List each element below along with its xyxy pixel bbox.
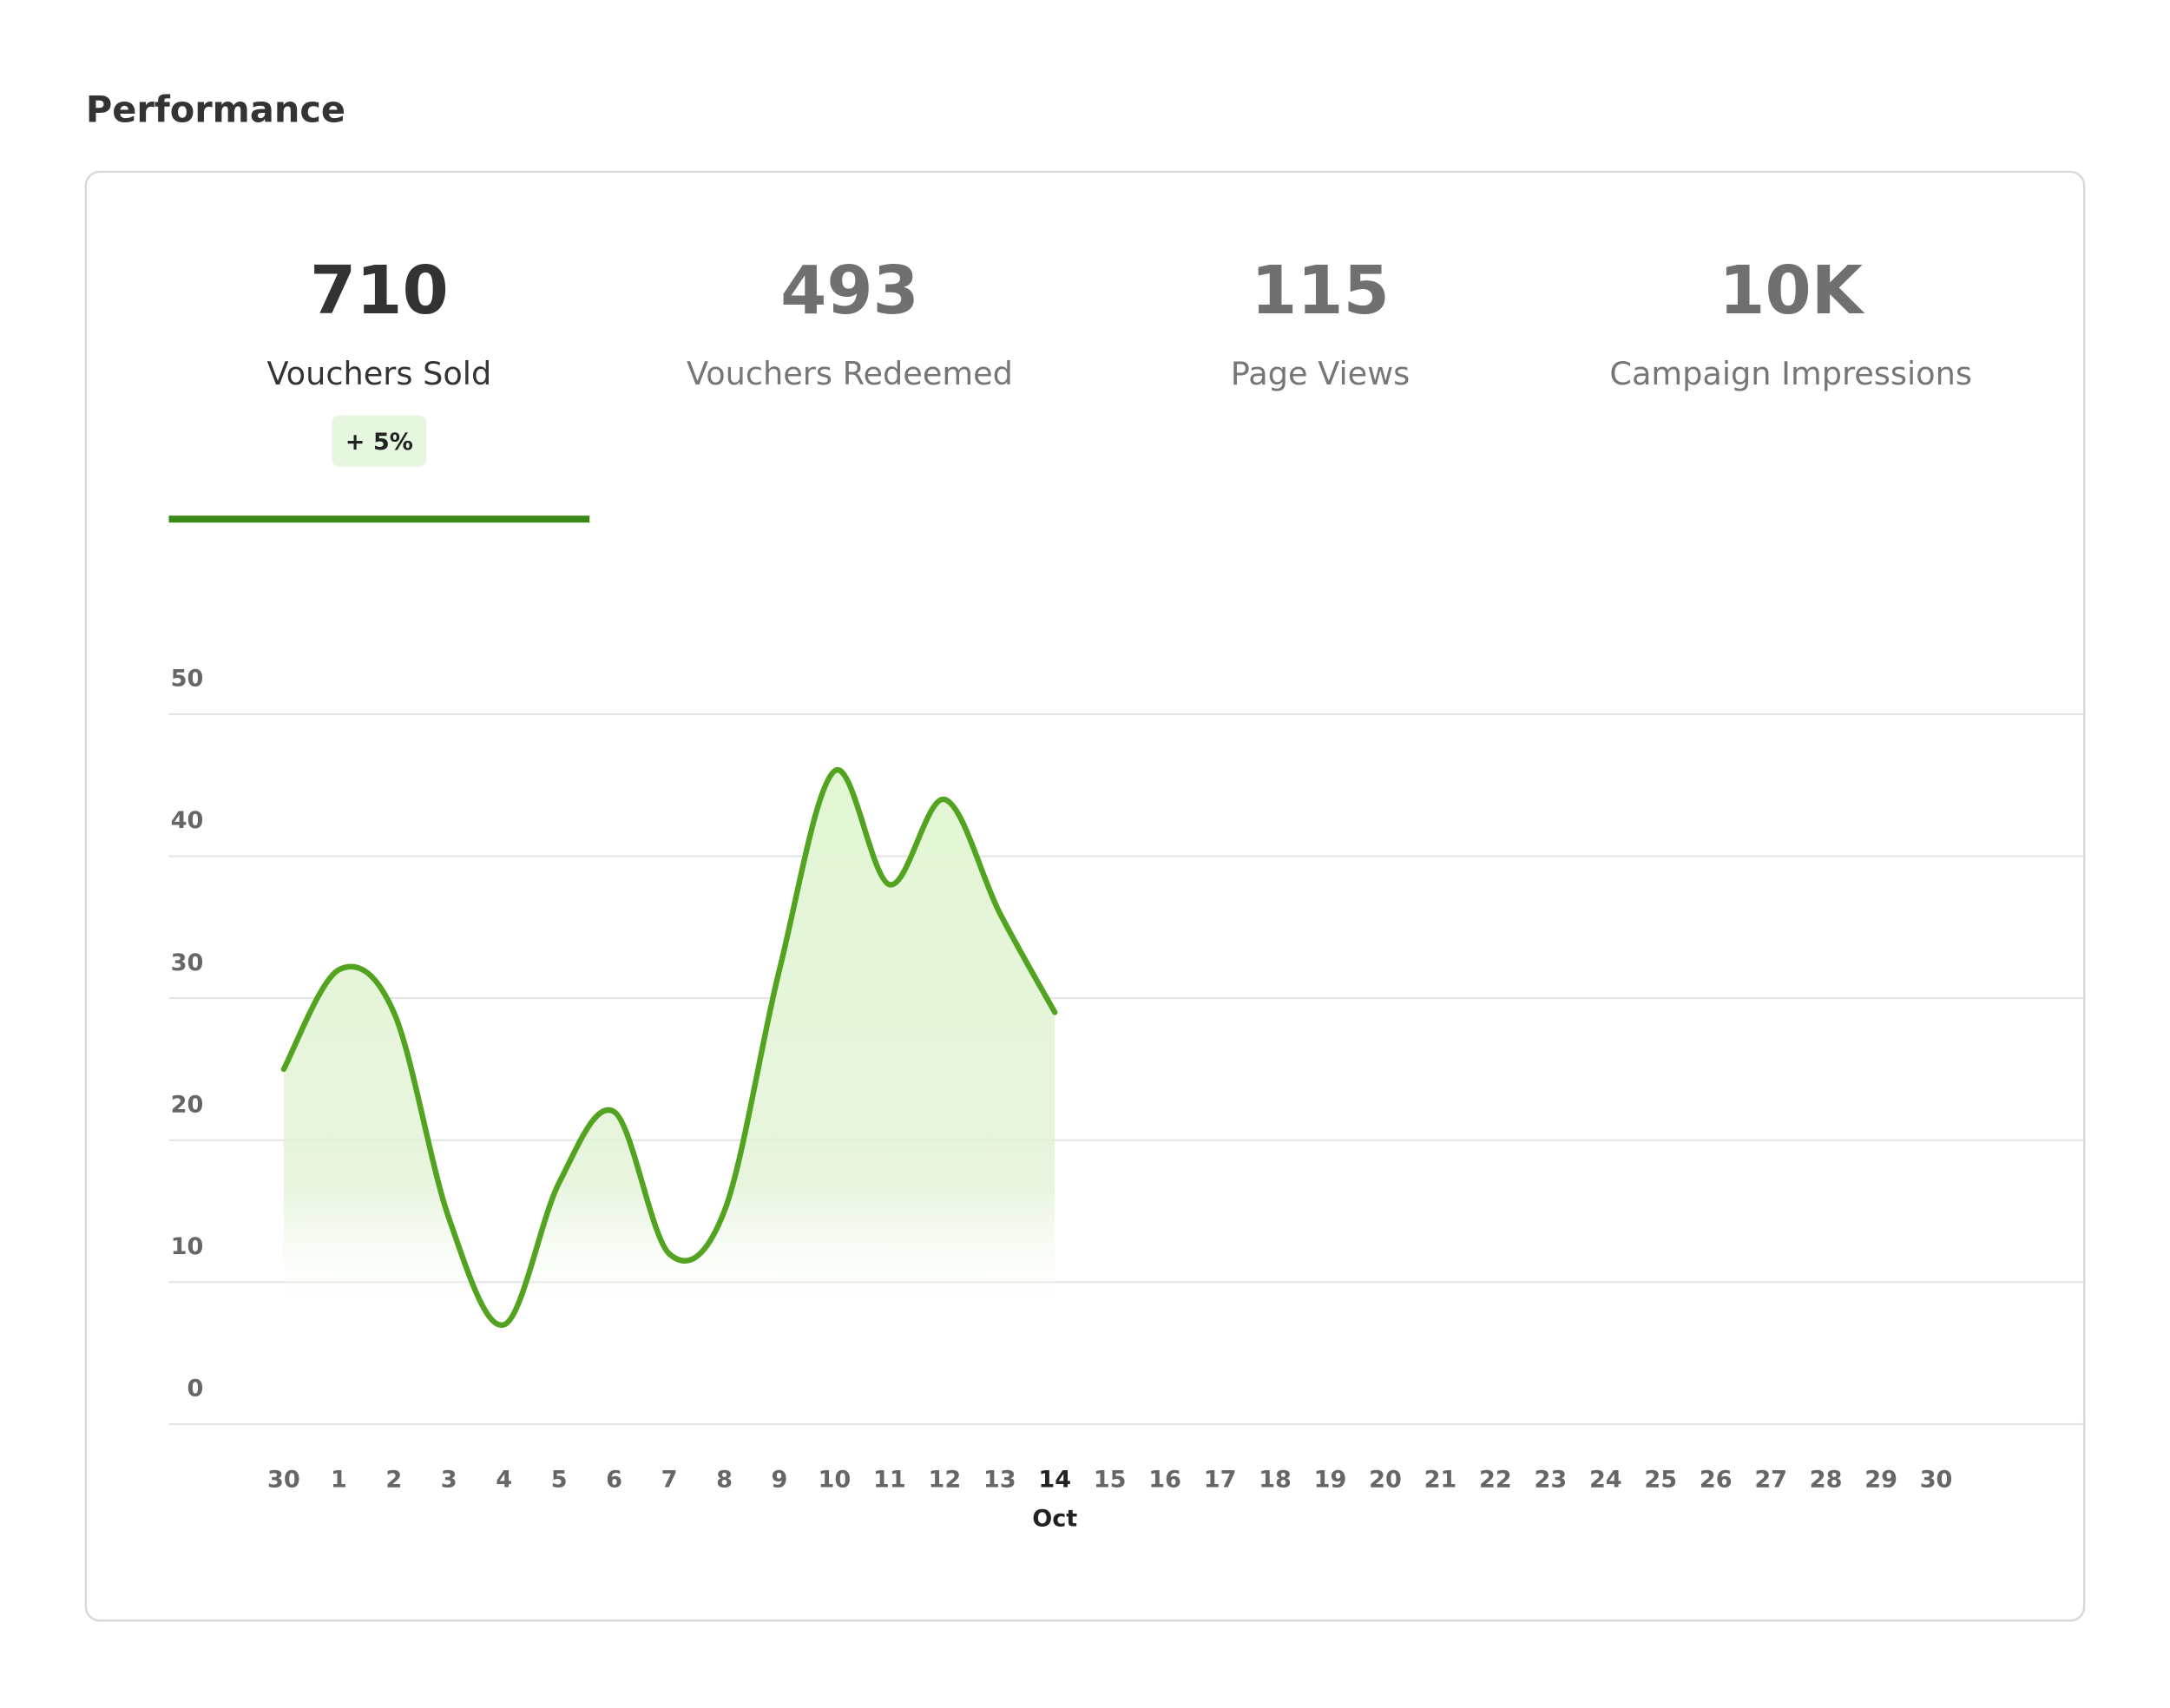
x-tick-label: 20	[1369, 1467, 1402, 1494]
x-tick-label: 8	[716, 1467, 733, 1494]
y-tick-label: 50	[171, 666, 204, 693]
x-tick-label: 16	[1148, 1467, 1181, 1494]
x-tick-label: 18	[1259, 1467, 1292, 1494]
x-tick-label: 12	[928, 1467, 961, 1494]
x-tick-label: 14	[1038, 1467, 1071, 1494]
x-tick-label: 7	[661, 1467, 678, 1494]
x-tick-label: 9	[772, 1467, 788, 1494]
x-tick-label: 11	[873, 1467, 906, 1494]
x-tick-label: 21	[1424, 1467, 1457, 1494]
stat-label[interactable]: Page Views	[1231, 355, 1410, 392]
stat-value: 493	[780, 253, 919, 330]
x-tick-label: 23	[1534, 1467, 1567, 1494]
stat-value: 115	[1251, 253, 1390, 330]
y-tick-label: 30	[171, 949, 204, 976]
change-text: + 5%	[345, 429, 413, 456]
x-tick-label: 3	[441, 1467, 457, 1494]
x-tick-label: 15	[1094, 1467, 1127, 1494]
y-tick-label: 10	[171, 1233, 204, 1260]
x-tick-label: 28	[1810, 1467, 1843, 1494]
x-tick-label: 24	[1589, 1467, 1622, 1494]
y-tick-label: 40	[171, 807, 204, 834]
x-tick-label: 17	[1204, 1467, 1237, 1494]
x-tick-label: 30	[1920, 1467, 1953, 1494]
section-title: Performance	[86, 89, 345, 130]
x-tick-label: 22	[1479, 1467, 1512, 1494]
stat-label[interactable]: Vouchers Redeemed	[687, 355, 1013, 392]
y-tick-label: 0	[187, 1376, 204, 1403]
x-tick-label: 19	[1314, 1467, 1347, 1494]
x-tick-label: 1	[331, 1467, 347, 1494]
x-tick-label: 5	[551, 1467, 568, 1494]
stat-label[interactable]: Vouchers Sold	[266, 355, 491, 392]
y-tick-label: 20	[171, 1091, 204, 1118]
x-tick-label: 30	[267, 1467, 300, 1494]
x-tick-label: 27	[1754, 1467, 1787, 1494]
x-tick-label: 29	[1864, 1467, 1897, 1494]
stat-label[interactable]: Campaign Impressions	[1609, 355, 1972, 392]
x-annotation: Oct	[1032, 1505, 1077, 1532]
change-badge	[332, 415, 427, 467]
line	[280, 767, 1058, 1328]
x-tick-label: 25	[1644, 1467, 1677, 1494]
x-tick-label: 26	[1700, 1467, 1733, 1494]
x-tick-label: 4	[496, 1467, 512, 1494]
stat-value: 710	[310, 253, 449, 330]
x-tick-label: 2	[385, 1467, 402, 1494]
x-tick-label: 13	[983, 1467, 1016, 1494]
area	[283, 770, 1055, 1325]
x-tick-label: 6	[606, 1467, 622, 1494]
stat-value: 10K	[1719, 253, 1864, 330]
x-tick-label: 10	[819, 1467, 852, 1494]
